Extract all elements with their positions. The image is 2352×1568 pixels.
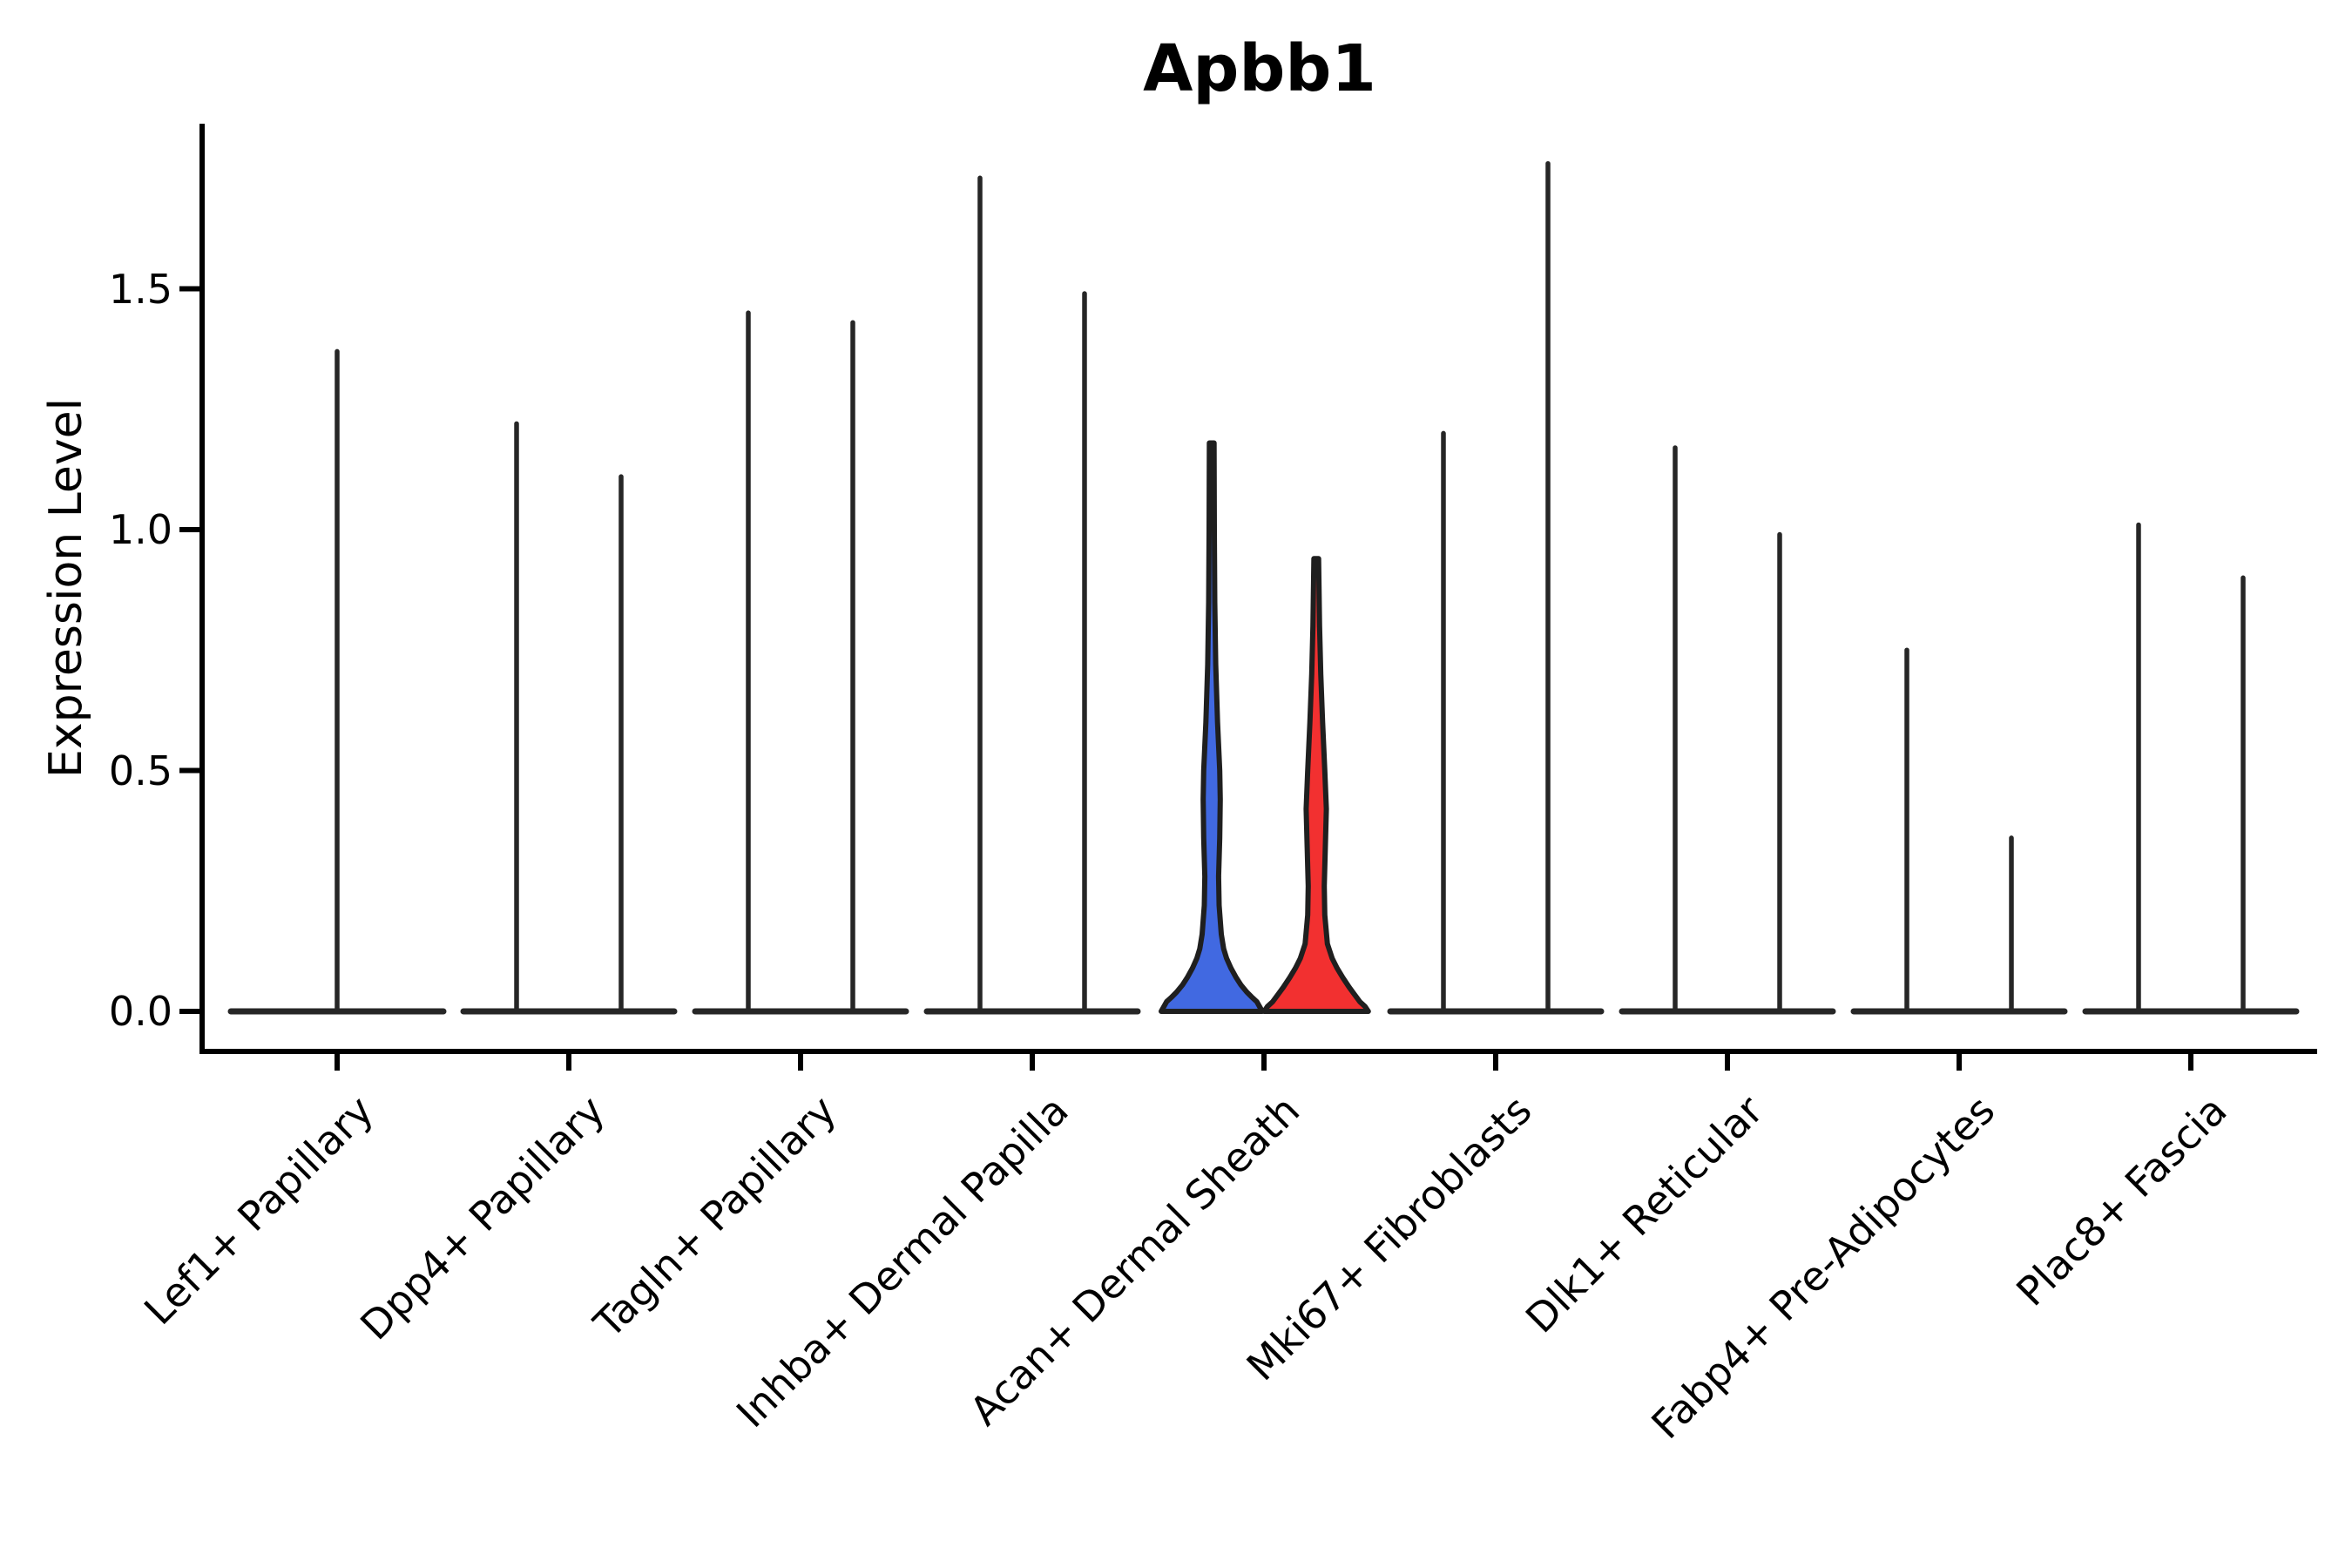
y-tick-label: 0.5 xyxy=(108,747,172,794)
y-tick-label: 1.0 xyxy=(108,506,172,553)
violin-body-left xyxy=(1159,440,1265,1014)
y-tick-label: 0.0 xyxy=(108,988,172,1035)
violin-body-right xyxy=(1261,556,1371,1014)
y-axis-label: Expression Level xyxy=(40,397,92,779)
plot-title: Apbb1 xyxy=(1143,31,1376,106)
y-tick-label: 1.5 xyxy=(108,265,172,313)
